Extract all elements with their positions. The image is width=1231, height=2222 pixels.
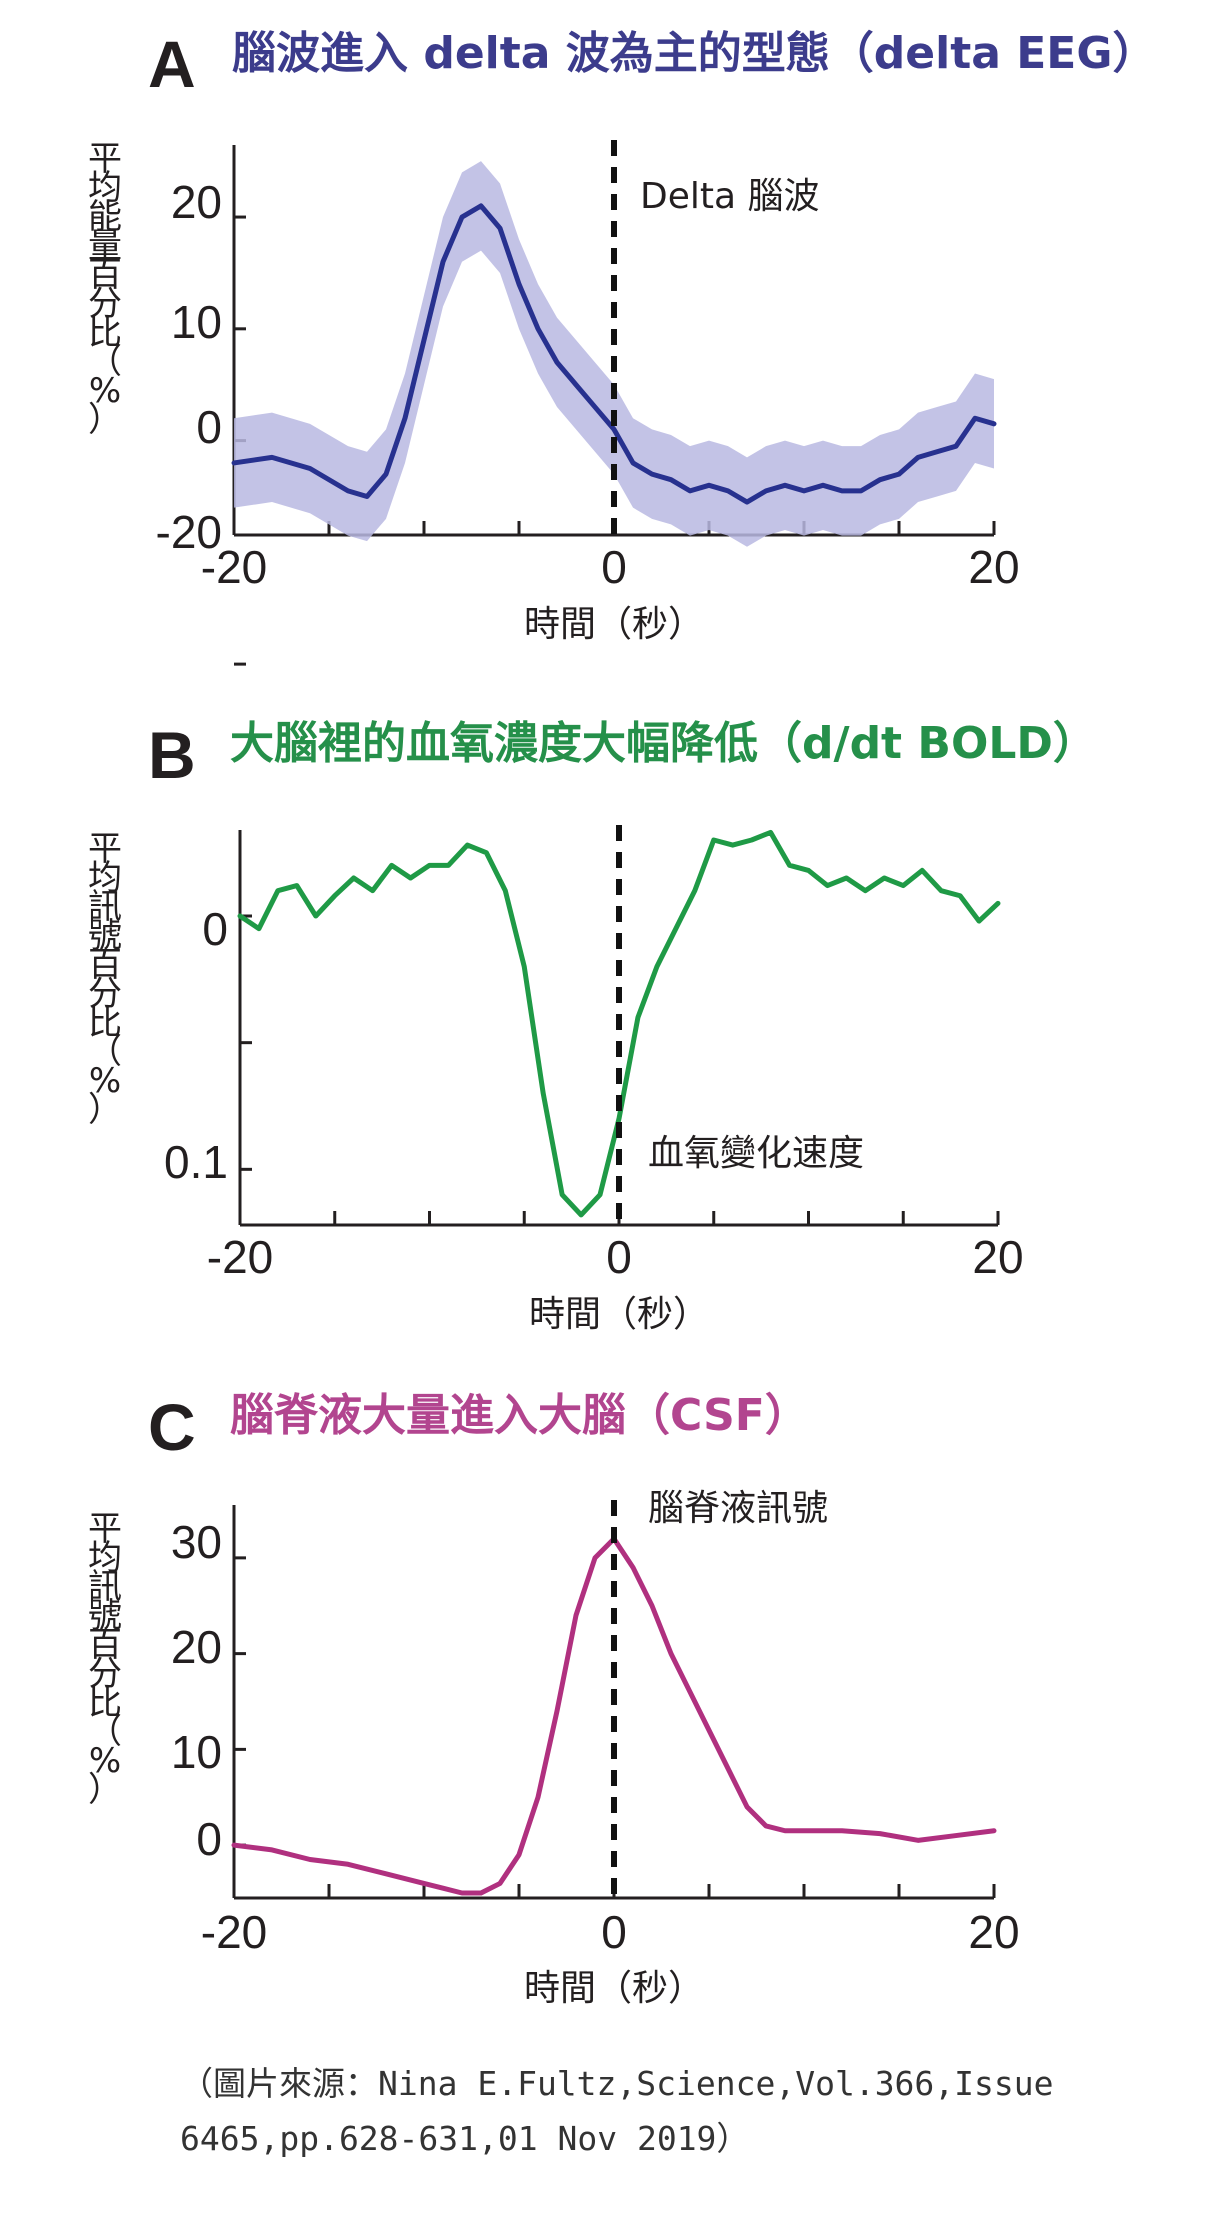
- ylabel-char: 量: [88, 226, 122, 266]
- ylabel-char: 均: [88, 168, 122, 208]
- series-line: [237, 829, 1001, 1218]
- ylabel-char: ）: [88, 400, 122, 440]
- ylabel-char: 比: [88, 1683, 122, 1723]
- ylabel-char: 分: [88, 1654, 122, 1694]
- confidence-band: [234, 161, 994, 547]
- panel-b-ytick-0: 0: [202, 903, 228, 955]
- ylabel-char: 號: [88, 1596, 122, 1636]
- ylabel-char: （: [88, 1712, 122, 1752]
- ylabel-char: 能: [88, 197, 122, 237]
- ylabel-char: %: [89, 371, 121, 411]
- ylabel-char: ）: [88, 1770, 122, 1810]
- ylabel-char: 均: [88, 1538, 122, 1578]
- ylabel-char: 比: [88, 313, 122, 353]
- series-line: [231, 203, 997, 505]
- ylabel-char: 平: [88, 829, 122, 869]
- panel-b-xtick-max: 20: [972, 1231, 1023, 1283]
- panel-a: A 腦波進入 delta 波為主的型態（delta EEG） 平均能量百分比（%…: [88, 27, 1156, 666]
- panel-a-letter: A: [148, 27, 196, 101]
- panel-a-ytick-neg20: -20: [156, 506, 222, 558]
- panel-c-ytick-10: 10: [171, 1726, 222, 1778]
- panel-c-plot: [231, 1500, 997, 1900]
- panel-a-title: 腦波進入 delta 波為主的型態（delta EEG）: [232, 28, 1156, 79]
- panel-c-xlabel: 時間（秒）: [524, 1968, 704, 2009]
- ylabel-char: 分: [88, 284, 122, 324]
- ylabel-char: （: [88, 1032, 122, 1072]
- panel-a-ylabel: 平均能量百分比（%）: [88, 139, 122, 440]
- panel-b-ytick-0-1: 0.1: [164, 1136, 228, 1188]
- panel-b-xtick-min: -20: [207, 1231, 273, 1283]
- panel-a-xtick-zero: 0: [601, 541, 627, 593]
- panel-c-xtick-zero: 0: [601, 1906, 627, 1958]
- panel-c-ylabel: 平均訊號百分比（%）: [88, 1509, 122, 1810]
- ylabel-char: %: [89, 1741, 121, 1781]
- panel-c-xtick-max: 20: [968, 1906, 1019, 1958]
- caption-line-1: （圖片來源：Nina E.Fultz,Science,Vol.366,Issue: [180, 2064, 1054, 2103]
- panel-c-ytick-30: 30: [171, 1516, 222, 1568]
- panel-c-ytick-0: 0: [196, 1813, 222, 1865]
- panel-a-xtick-min: -20: [201, 541, 267, 593]
- panel-c-ytick-20: 20: [171, 1621, 222, 1673]
- panel-a-plot: [231, 140, 997, 666]
- panel-b: B 大腦裡的血氧濃度大幅降低（d/dt BOLD） 平均訊號百分比（%） -20…: [88, 718, 1097, 1335]
- panel-a-xlabel: 時間（秒）: [524, 604, 704, 645]
- panel-b-xtick-zero: 0: [606, 1231, 632, 1283]
- panel-b-plot: [237, 825, 1001, 1227]
- panel-c-annotation: 腦脊液訊號: [648, 1488, 828, 1529]
- ylabel-char: 分: [88, 974, 122, 1014]
- panel-b-ylabel: 平均訊號百分比（%）: [88, 829, 122, 1130]
- panel-a-ytick-20: 20: [171, 176, 222, 228]
- panel-b-xlabel: 時間（秒）: [529, 1294, 709, 1335]
- panel-c: C 腦脊液大量進入大腦（CSF） 平均訊號百分比（%） -20 0 20 30 …: [88, 1390, 1020, 2009]
- ylabel-char: 平: [88, 139, 122, 179]
- panel-a-ytick-0: 0: [196, 401, 222, 453]
- ylabel-char: 百: [88, 1625, 122, 1665]
- panel-b-annotation: 血氧變化速度: [648, 1133, 864, 1174]
- panel-a-ytick-10: 10: [171, 296, 222, 348]
- ylabel-char: %: [89, 1061, 121, 1101]
- caption-line-2: 6465,pp.628-631,01 Nov 2019）: [180, 2119, 749, 2158]
- ylabel-char: 比: [88, 1003, 122, 1043]
- ylabel-char: 百: [88, 255, 122, 295]
- ylabel-char: 訊: [88, 1567, 122, 1607]
- panel-c-title: 腦脊液大量進入大腦（CSF）: [230, 1390, 809, 1441]
- ylabel-char: 均: [88, 858, 122, 898]
- panel-b-title: 大腦裡的血氧濃度大幅降低（d/dt BOLD）: [230, 718, 1097, 769]
- panel-b-letter: B: [148, 718, 196, 792]
- ylabel-char: 號: [88, 916, 122, 956]
- ylabel-char: 訊: [88, 887, 122, 927]
- panel-c-xtick-min: -20: [201, 1906, 267, 1958]
- panel-a-annotation: Delta 腦波: [640, 176, 820, 217]
- ylabel-char: ）: [88, 1090, 122, 1130]
- panel-c-letter: C: [148, 1390, 196, 1464]
- ylabel-char: 平: [88, 1509, 122, 1549]
- ylabel-char: 百: [88, 945, 122, 985]
- panel-a-xtick-max: 20: [968, 541, 1019, 593]
- ylabel-char: （: [88, 342, 122, 382]
